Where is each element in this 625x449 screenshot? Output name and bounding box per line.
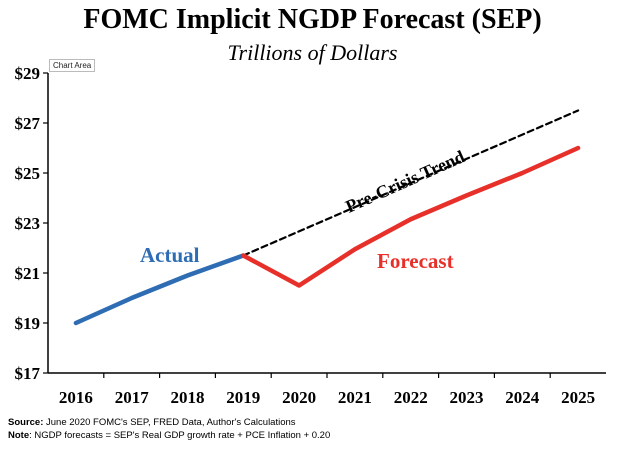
actual-series-label: Actual: [140, 243, 200, 267]
chart-subtitle: Trillions of Dollars: [227, 40, 398, 65]
x-tick-label: 2017: [115, 388, 150, 407]
chart-series: [73, 109, 581, 326]
y-tick-label: $17: [15, 364, 41, 383]
source-label: Source:: [8, 417, 44, 428]
x-tick-label: 2019: [226, 388, 260, 407]
y-tick-label: $29: [15, 64, 41, 83]
note-text: : NGDP forecasts = SEP's Real GDP growth…: [29, 430, 331, 441]
note-line: Note: NGDP forecasts = SEP's Real GDP gr…: [8, 429, 330, 442]
y-tick-label: $27: [15, 114, 41, 133]
source-text: June 2020 FOMC's SEP, FRED Data, Author'…: [46, 417, 296, 428]
chart-title: FOMC Implicit NGDP Forecast (SEP): [83, 4, 542, 35]
x-tick-label: 2018: [171, 388, 205, 407]
y-tick-label: $25: [15, 164, 41, 183]
x-tick-label: 2016: [59, 388, 93, 407]
series-line-actual: [73, 253, 246, 326]
trend-series-label: Pre-Crisis Trend: [342, 146, 467, 216]
y-tick-label: $23: [15, 214, 41, 233]
chart-area-label: Chart Area: [49, 59, 96, 72]
chart-axes: [47, 73, 606, 374]
x-tick-label: 2020: [282, 388, 316, 407]
forecast-series-label: Forecast: [377, 249, 454, 273]
y-tick-label: $21: [15, 264, 41, 283]
series-labels: Actual Forecast Pre-Crisis Trend: [140, 146, 468, 273]
note-label: Note: [8, 430, 30, 441]
x-axis-ticks: 2016 2017 2018 2019 2020 2021 2022 2023 2024 2025: [59, 373, 595, 407]
y-axis-ticks: $17 $19 $21 $23 $25 $27 $29: [15, 64, 48, 383]
x-tick-label: 2024: [505, 388, 540, 407]
y-tick-label: $19: [15, 314, 41, 333]
chart-footer: Source: June 2020 FOMC's SEP, FRED Data,…: [8, 416, 330, 442]
x-tick-label: 2021: [338, 388, 372, 407]
series-line-forecast: [241, 145, 581, 288]
x-tick-label: 2022: [394, 388, 428, 407]
x-tick-label: 2025: [561, 388, 595, 407]
x-tick-label: 2023: [450, 388, 484, 407]
series-line-pre-crisis-trend: [242, 109, 580, 257]
source-line: Source: June 2020 FOMC's SEP, FRED Data,…: [8, 416, 330, 429]
